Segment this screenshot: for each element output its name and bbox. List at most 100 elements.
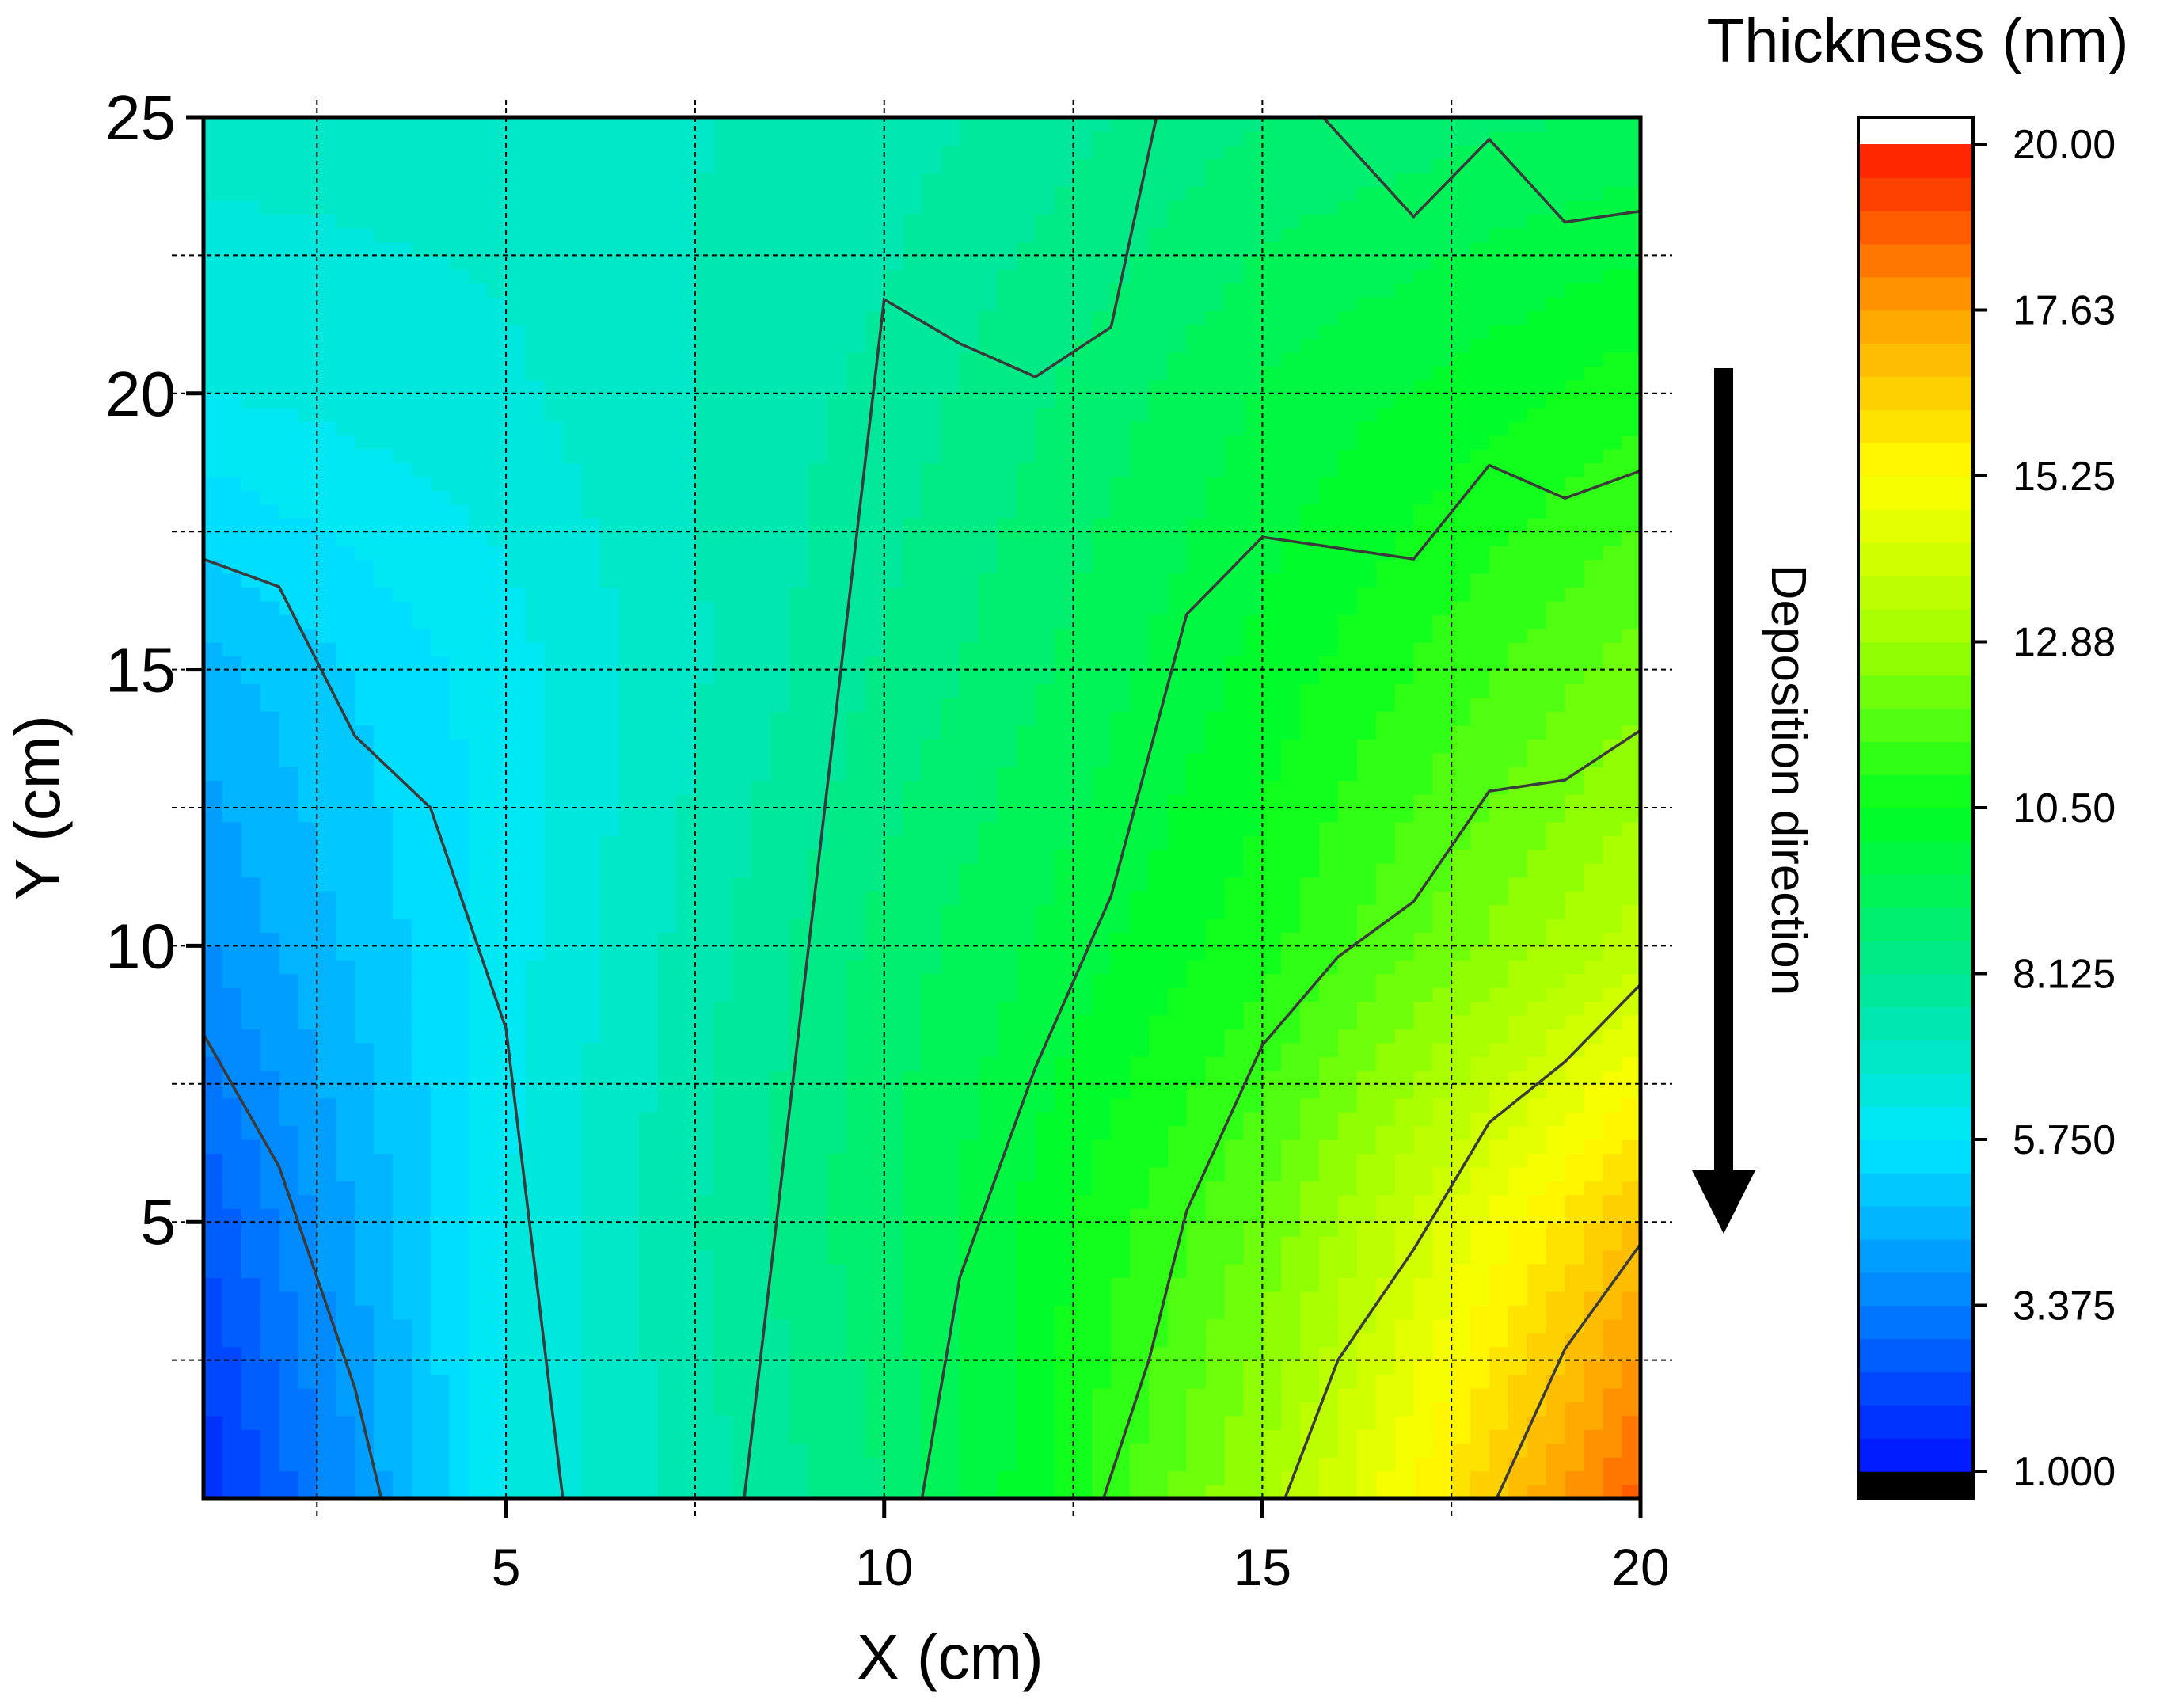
- field-cell: [751, 628, 772, 643]
- field-cell: [1243, 1484, 1264, 1498]
- field-cell: [355, 1014, 375, 1030]
- field-cell: [1565, 628, 1585, 643]
- field-cell: [1394, 1346, 1415, 1361]
- field-cell: [355, 1291, 375, 1306]
- field-cell: [1622, 862, 1641, 878]
- field-cell: [1565, 1056, 1585, 1071]
- field-cell: [1300, 890, 1321, 906]
- field-cell: [941, 641, 961, 657]
- field-cell: [732, 918, 753, 933]
- field-cell: [506, 1139, 526, 1154]
- field-cell: [694, 1415, 715, 1430]
- field-cell: [713, 1166, 734, 1181]
- field-cell: [355, 1387, 375, 1402]
- field-cell: [846, 1291, 866, 1306]
- field-cell: [1565, 1070, 1585, 1085]
- field-cell: [1489, 918, 1509, 933]
- field-cell: [562, 641, 583, 657]
- field-cell: [1489, 1428, 1509, 1444]
- field-cell: [411, 641, 432, 657]
- field-cell: [1413, 1111, 1434, 1127]
- field-cell: [203, 738, 223, 754]
- field-cell: [1016, 1263, 1036, 1278]
- field-cell: [846, 1083, 866, 1099]
- field-cell: [241, 1208, 261, 1223]
- field-cell: [1205, 1263, 1226, 1278]
- field-cell: [260, 890, 280, 906]
- field-cell: [979, 877, 999, 892]
- field-cell: [619, 1263, 640, 1278]
- field-cell: [1073, 931, 1093, 947]
- field-cell: [657, 945, 678, 961]
- field-cell: [1584, 1235, 1604, 1251]
- field-cell: [1016, 1180, 1036, 1196]
- field-cell: [411, 710, 432, 726]
- field-cell: [581, 877, 602, 892]
- field-cell: [1281, 862, 1302, 878]
- field-cell: [1451, 959, 1472, 975]
- field-cell: [884, 877, 904, 892]
- field-cell: [1413, 669, 1434, 685]
- field-cell: [998, 614, 1017, 630]
- field-cell: [808, 835, 829, 850]
- field-cell: [751, 752, 772, 767]
- field-cell: [1186, 1428, 1207, 1444]
- field-cell: [1224, 1194, 1245, 1209]
- field-cell: [279, 628, 299, 643]
- field-cell: [1092, 1208, 1112, 1223]
- field-cell: [638, 931, 659, 947]
- field-cell: [260, 1263, 280, 1278]
- field-cell: [355, 1222, 375, 1237]
- field-cell: [903, 835, 923, 850]
- field-cell: [732, 600, 753, 615]
- field-cell: [392, 1318, 413, 1333]
- field-cell: [960, 1180, 980, 1196]
- field-cell: [392, 1111, 413, 1127]
- field-cell: [1281, 1304, 1302, 1320]
- field-cell: [827, 1346, 847, 1361]
- field-cell: [222, 669, 242, 685]
- field-cell: [1527, 710, 1547, 726]
- field-cell: [392, 1346, 413, 1361]
- field-cell: [1508, 656, 1528, 671]
- field-cell: [1073, 1318, 1093, 1333]
- field-cell: [260, 656, 280, 671]
- field-cell: [789, 1042, 810, 1057]
- field-cell: [468, 835, 489, 850]
- field-cell: [411, 904, 432, 919]
- field-cell: [865, 987, 885, 1002]
- field-cell: [600, 614, 621, 630]
- field-cell: [487, 1235, 508, 1251]
- field-cell: [1205, 1111, 1226, 1127]
- field-cell: [392, 1456, 413, 1472]
- field-cell: [789, 890, 810, 906]
- field-cell: [1451, 1250, 1472, 1265]
- field-cell: [941, 1276, 961, 1292]
- field-cell: [430, 987, 451, 1002]
- field-cell: [1508, 1415, 1528, 1430]
- field-cell: [298, 725, 318, 740]
- field-cell: [884, 959, 904, 975]
- field-cell: [1243, 1415, 1264, 1430]
- field-cell: [979, 738, 999, 754]
- field-cell: [373, 1001, 394, 1016]
- field-cell: [1167, 959, 1188, 975]
- field-cell: [203, 1208, 223, 1223]
- field-cell: [1394, 697, 1415, 712]
- field-cell: [317, 931, 337, 947]
- field-cell: [694, 1222, 715, 1237]
- field-cell: [770, 586, 791, 602]
- field-cell: [600, 877, 621, 892]
- field-cell: [355, 766, 375, 782]
- field-cell: [1149, 1387, 1169, 1402]
- field-cell: [1224, 1153, 1245, 1168]
- field-cell: [1224, 1304, 1245, 1320]
- field-cell: [373, 918, 394, 933]
- field-cell: [222, 959, 242, 975]
- field-cell: [676, 1374, 696, 1389]
- field-cell: [279, 697, 299, 712]
- field-cell: [808, 1443, 829, 1458]
- field-cell: [1054, 1070, 1074, 1085]
- field-cell: [373, 1125, 394, 1140]
- field-cell: [1149, 1056, 1169, 1071]
